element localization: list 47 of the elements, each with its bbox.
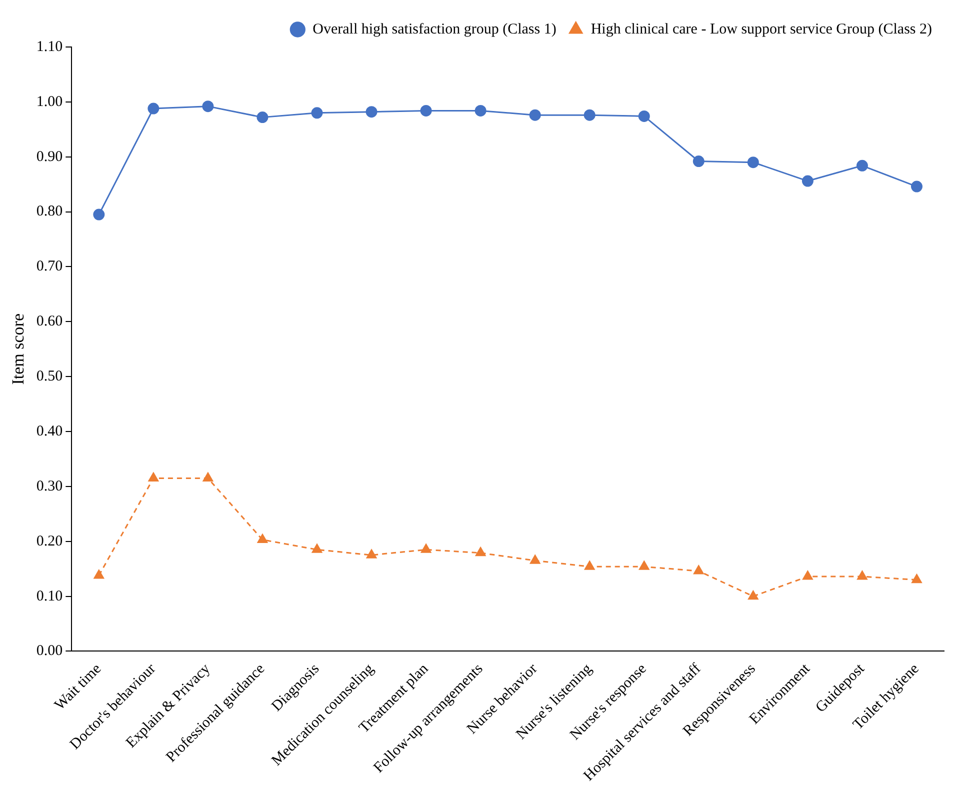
y-tick-label: 0.20 bbox=[36, 533, 63, 550]
y-tick-label: 0.50 bbox=[36, 368, 63, 385]
point bbox=[420, 544, 432, 553]
point bbox=[475, 547, 486, 556]
y-tick-label: 0.80 bbox=[36, 204, 63, 220]
legend-label: Overall high satisfaction group (Class 1) bbox=[312, 21, 556, 38]
point bbox=[910, 180, 922, 192]
point bbox=[202, 100, 214, 112]
point bbox=[584, 560, 595, 570]
point bbox=[312, 544, 322, 553]
point bbox=[202, 472, 214, 482]
point bbox=[912, 574, 922, 584]
point bbox=[802, 570, 813, 580]
point bbox=[311, 107, 323, 119]
point bbox=[474, 104, 486, 116]
point bbox=[257, 534, 268, 543]
point bbox=[256, 112, 268, 124]
point bbox=[366, 549, 377, 558]
point bbox=[584, 109, 596, 121]
point bbox=[148, 102, 160, 114]
y-tick-label: 1.00 bbox=[36, 94, 63, 110]
point bbox=[94, 570, 104, 579]
point bbox=[857, 570, 868, 580]
point bbox=[639, 560, 650, 570]
point bbox=[748, 590, 758, 600]
point bbox=[529, 109, 541, 121]
y-tick-label: 0.40 bbox=[36, 423, 63, 440]
point bbox=[366, 106, 378, 118]
y-tick-label: 0.60 bbox=[36, 314, 63, 330]
point bbox=[747, 156, 759, 168]
point bbox=[530, 554, 540, 564]
y-tick-label: 0.90 bbox=[36, 148, 63, 165]
point bbox=[856, 160, 868, 172]
point bbox=[692, 156, 704, 168]
point bbox=[420, 104, 432, 116]
y-axis-title: Item score bbox=[8, 313, 28, 385]
y-tick-label: 0.00 bbox=[36, 643, 63, 660]
y-tick-label: 0.70 bbox=[36, 258, 63, 275]
y-tick-label: 0.10 bbox=[36, 588, 63, 604]
point bbox=[148, 472, 159, 482]
y-tick-label: 1.10 bbox=[36, 38, 63, 55]
point bbox=[694, 565, 704, 574]
y-tick-label: 0.30 bbox=[36, 478, 63, 494]
point bbox=[638, 110, 650, 122]
point bbox=[93, 208, 105, 220]
legend-label: High clinical care - Low support service Group (Class 2) bbox=[590, 21, 932, 38]
point bbox=[802, 175, 814, 187]
